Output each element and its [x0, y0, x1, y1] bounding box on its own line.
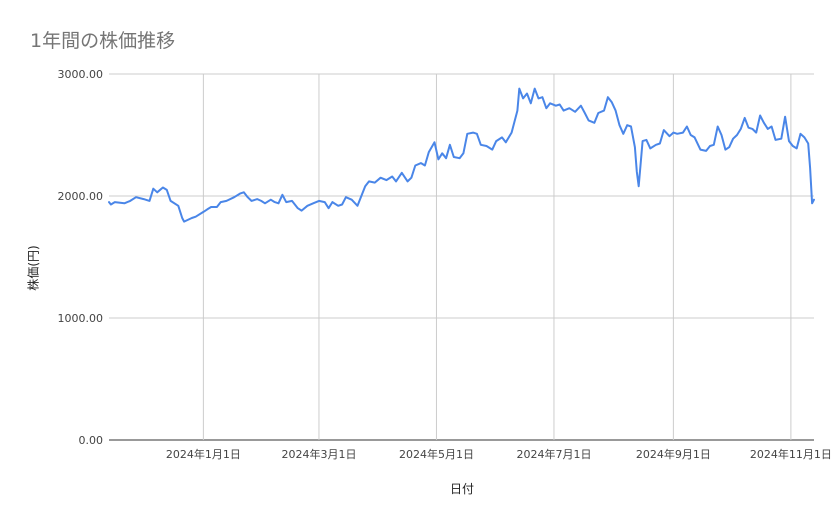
x-tick-label: 2024年5月1日: [399, 447, 474, 461]
chart-title: 1年間の株価推移: [30, 30, 176, 52]
y-axis-label: 株価(円): [26, 245, 41, 291]
y-tick-label: 0.00: [79, 434, 104, 447]
y-tick-label: 2000.00: [58, 190, 104, 203]
x-tick-label: 2024年1月1日: [166, 447, 241, 461]
x-axis-label: 日付: [449, 482, 475, 496]
x-tick-label: 2024年11月1日: [750, 447, 832, 461]
series-line: [108, 87, 815, 223]
x-tick-label: 2024年9月1日: [636, 447, 711, 461]
y-tick-label: 3000.00: [58, 68, 104, 81]
x-tick-label: 2024年3月1日: [281, 447, 356, 461]
x-tick-label: 2024年7月1日: [516, 447, 591, 461]
y-tick-label: 1000.00: [58, 312, 104, 325]
